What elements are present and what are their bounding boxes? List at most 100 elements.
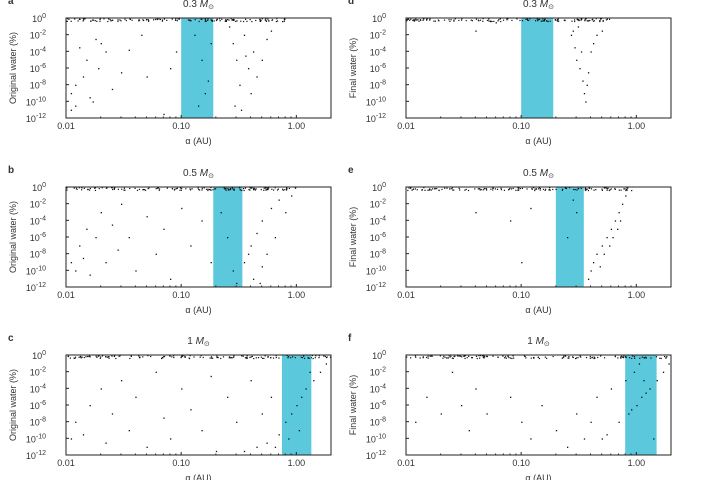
data-point [606,434,608,436]
data-point [100,388,102,390]
data-point [194,34,196,36]
data-point [521,421,523,423]
data-point [100,43,102,45]
data-point [590,421,592,423]
data-point [79,245,81,247]
data-point [146,446,148,448]
data-point [210,262,212,264]
saturated-band [406,355,668,360]
data-point [259,282,261,285]
y-axis-label: Final water (%) [348,207,358,268]
data-point [190,245,192,247]
data-point [181,207,183,210]
data-point [641,396,643,398]
panel-letter: d [348,0,354,7]
data-point [250,93,252,95]
data-point [163,417,165,419]
x-tick-label: 0.01 [397,121,415,131]
data-point [576,59,578,61]
data-point [270,30,273,32]
data-point [566,446,569,448]
data-point [75,105,77,107]
y-tick-label: 10-8 [30,249,46,260]
x-tick-label: 0.01 [57,290,75,300]
data-point [170,68,172,70]
data-point [662,371,665,373]
data-point [609,245,611,247]
data-point [247,253,250,255]
x-axis-label: α (AU) [185,473,211,480]
data-point [587,278,590,280]
data-point [495,22,497,24]
panel-title: 0.5 M⊙ [183,168,214,180]
y-tick-label: 10-2 [370,199,386,210]
data-point [601,245,603,247]
y-tick-label: 10-6 [30,400,46,411]
data-point [649,388,651,390]
y-tick-label: 10-2 [370,367,386,378]
data-point [201,220,203,222]
data-point [86,59,88,61]
y-tick-label: 10-6 [370,400,386,411]
data-point [583,93,586,95]
data-point [285,212,287,214]
data-point [475,388,477,390]
data-point [583,438,586,440]
data-point [261,266,263,268]
y-tick-label: 10-4 [370,383,386,394]
panel-b: b 0.5 M⊙ 100 10-2 10-4 10-6 10-8 10-10 10-12 0.01… [8,165,332,315]
y-axis-label: Final water (%) [348,38,358,99]
y-tick-label: 10-4 [370,215,386,226]
y-tick-label: 100 [32,13,46,24]
data-point [155,253,157,255]
data-point [252,51,255,53]
data-point [190,409,192,411]
data-point [555,430,558,432]
x-axis-label: α (AU) [525,136,551,146]
data-point [596,253,598,255]
data-point [596,34,598,36]
data-point [256,446,258,448]
data-point [210,43,212,45]
data-point [580,51,583,53]
data-point [105,442,107,444]
data-point [645,392,647,394]
data-point [656,380,658,382]
saturated-band [66,187,297,192]
data-point [278,434,280,436]
data-point [170,278,172,280]
x-tick-label: 1.00 [628,290,646,300]
data-point [636,405,638,407]
data-point [236,421,238,423]
data-point [197,105,200,107]
y-tick-label: 10-2 [370,30,386,41]
x-tick-label: 0.10 [512,290,530,300]
data-point [617,228,619,230]
data-point [592,43,595,45]
data-point [117,249,119,251]
data-point [510,396,512,398]
data-point [592,262,595,264]
data-point [120,72,123,74]
data-point [579,68,581,70]
data-point [261,220,263,222]
data-point [70,438,73,440]
data-point [566,237,569,239]
data-point [175,51,178,53]
data-point [577,26,580,28]
panel-d: d 0.3 M⊙ 100 10-2 10-4 10-6 10-8 10-10 10-12 0.01… [348,0,672,146]
x-tick-label: 0.10 [512,458,530,468]
data-point [576,413,578,415]
data-point [135,396,137,398]
data-point [274,237,277,239]
data-point [298,430,301,432]
panel-letter: b [8,165,14,176]
y-tick-label: 10-4 [370,46,386,57]
panel-title: 0.5 M⊙ [523,168,554,180]
data-point [240,109,243,111]
data-point [247,68,250,70]
data-point [111,224,114,226]
data-point [201,59,203,61]
data-point [120,203,123,205]
data-point [521,262,523,264]
